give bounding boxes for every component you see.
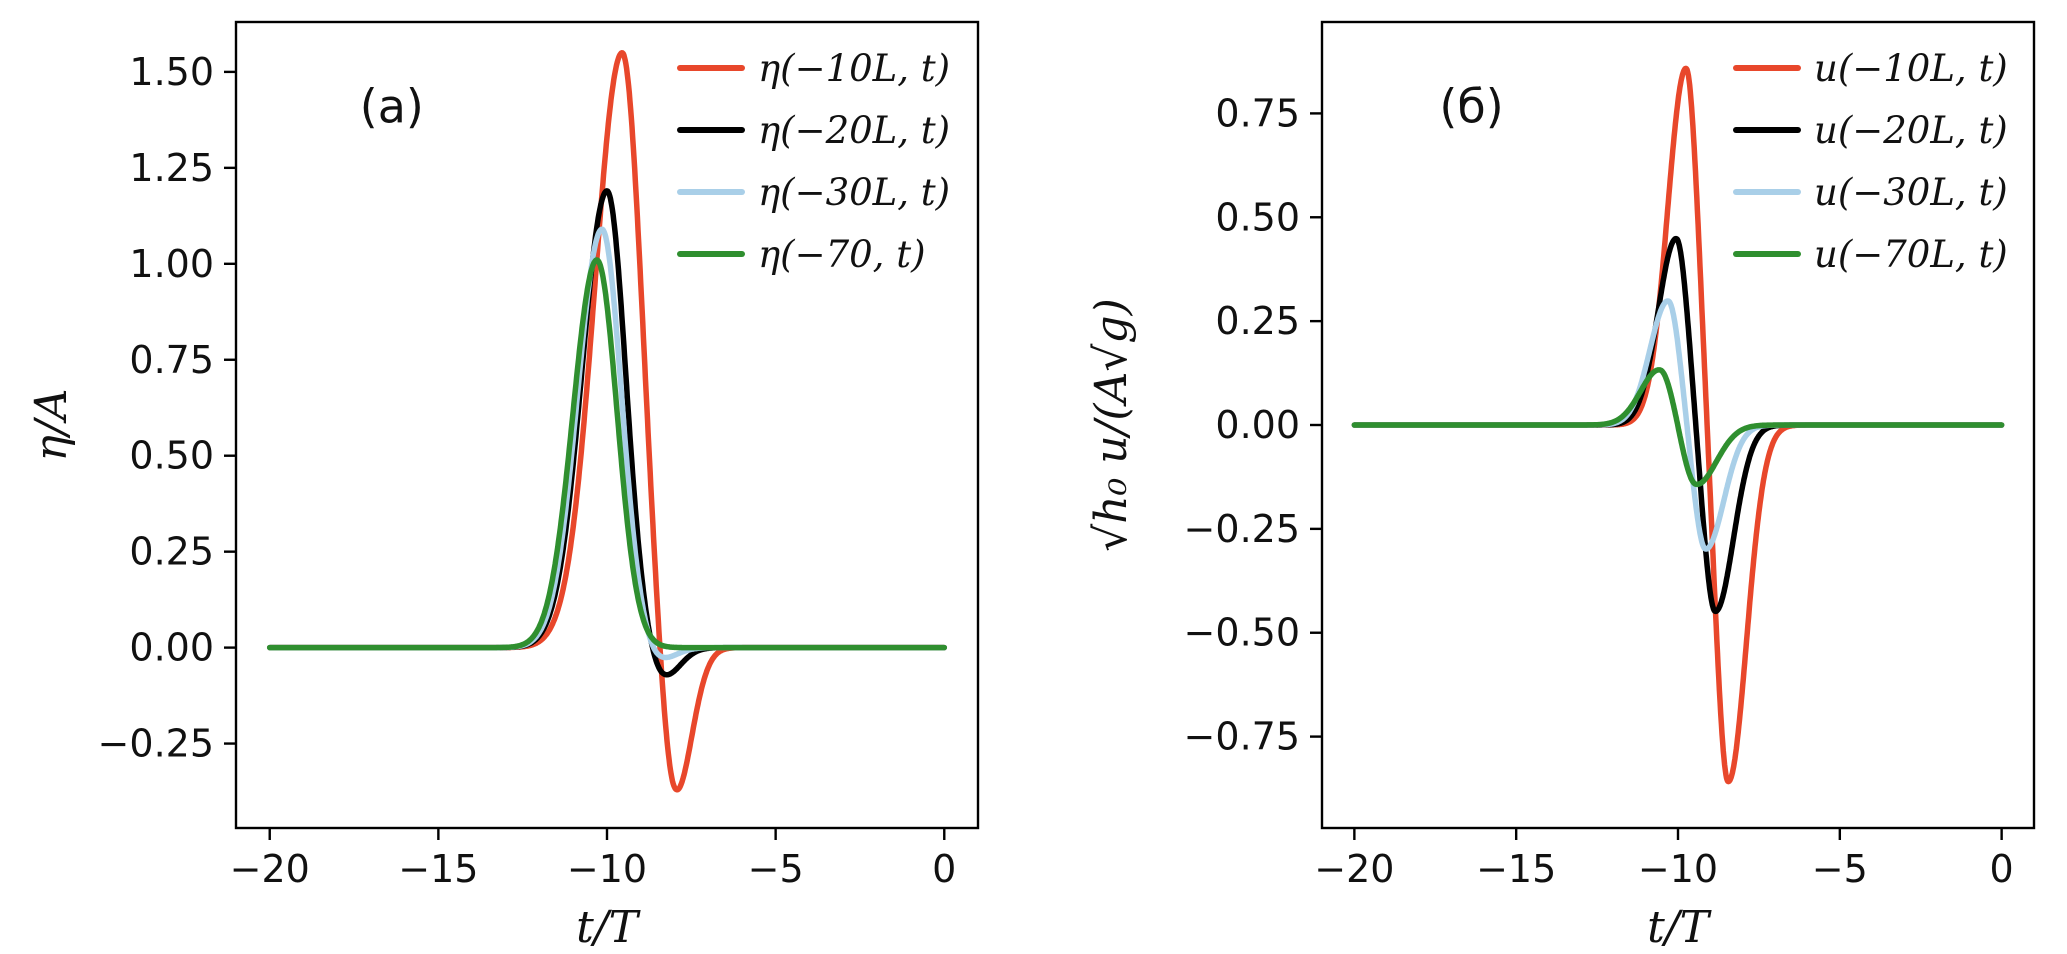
x-axis-label: t/T [576,902,642,953]
x-tick-label: −10 [567,847,647,891]
y-tick-label: 0.75 [1215,91,1300,135]
y-tick-label: 0.25 [1215,299,1300,343]
panel-letter: (а) [360,80,424,134]
series-line-b-3 [1351,367,2005,488]
x-tick-label: −5 [748,847,804,891]
y-tick-label: 1.25 [129,146,214,190]
y-tick-label: 0.25 [129,530,214,574]
legend-label-3: η(−70, t) [758,233,926,276]
y-tick-label: 0.50 [129,434,214,478]
x-axis-label: t/T [1647,902,1713,953]
legend-label-1: u(−20L, t) [1814,109,2008,152]
y-tick-label: 1.50 [129,50,214,94]
y-tick-label: 0.00 [129,626,214,670]
legend-label-2: u(−30L, t) [1814,171,2008,214]
series-line-a-0 [266,50,948,793]
series-line-a-3 [266,257,948,651]
x-tick-label: −15 [1476,847,1556,891]
x-tick-label: −5 [1812,847,1868,891]
y-tick-label: 0.50 [1215,195,1300,239]
x-tick-label: −15 [398,847,478,891]
x-tick-label: −10 [1638,847,1718,891]
x-tick-label: 0 [1990,847,2014,891]
y-tick-label: −0.50 [1184,611,1300,655]
legend-label-1: η(−20L, t) [758,109,950,152]
legend-label-0: η(−10L, t) [758,47,950,90]
legend-label-3: u(−70L, t) [1814,233,2008,276]
y-tick-label: 1.00 [129,242,214,286]
y-tick-label: −0.25 [1184,507,1300,551]
legend-label-2: η(−30L, t) [758,171,950,214]
y-tick-label: −0.25 [98,722,214,766]
panel-letter: (б) [1439,80,1503,134]
x-tick-label: 0 [932,847,956,891]
y-axis-label: √h₀ u/(A√g) [1086,298,1137,551]
x-tick-label: −20 [1314,847,1394,891]
legend-label-0: u(−10L, t) [1814,47,2008,90]
y-tick-label: 0.00 [1215,403,1300,447]
y-axis-label: η/A [26,389,77,462]
x-tick-label: −20 [230,847,310,891]
chart-panel-a: −20 −15 −10 −5 0 −0.25 0.00 0.25 0.50 0.75 1.00 1.2… [26,20,980,953]
y-tick-label: 0.75 [129,338,214,382]
y-tick-label: −0.75 [1184,715,1300,759]
chart-panel-b: −20 −15 −10 −5 0 −0.75 −0.50 −0.25 0.00 0.25 0.50 0… [1086,20,2036,953]
